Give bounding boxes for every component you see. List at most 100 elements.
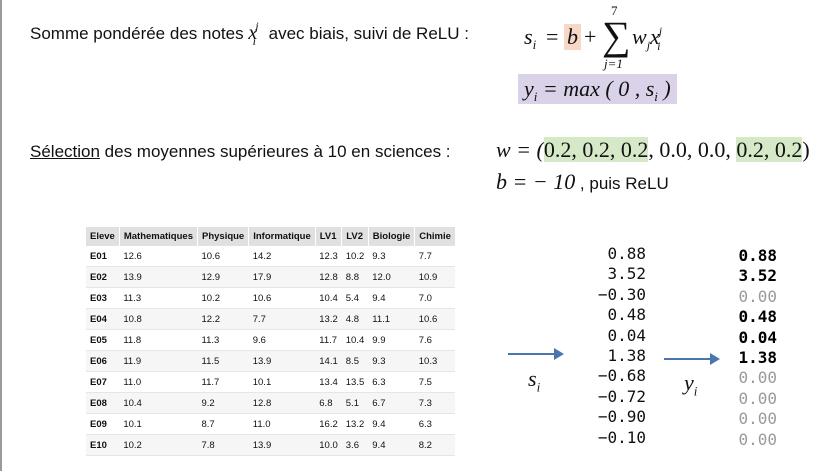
student-id-cell: E04 <box>86 308 120 330</box>
grade-cell: 7.6 <box>414 329 456 351</box>
grade-cell: 7.5 <box>414 371 456 393</box>
grade-cell: 9.4 <box>368 413 415 435</box>
arrow-to-y <box>664 353 720 365</box>
grade-cell: 13.2 <box>315 308 342 330</box>
y-value: 1.38 <box>738 348 777 368</box>
column-header: Informatique <box>248 227 316 246</box>
s-value: 0.04 <box>607 325 646 345</box>
grade-cell: 12.0 <box>368 266 415 288</box>
column-header: Biologie <box>368 227 416 246</box>
grade-cell: 17.9 <box>248 266 316 288</box>
grade-cell: 7.7 <box>248 308 316 330</box>
grade-cell: 9.3 <box>368 350 415 372</box>
grade-cell: 7.8 <box>197 434 249 456</box>
table-header-row: Eleve Mathematiques Physique Informatiqu… <box>86 227 456 246</box>
table-row: E03 11.3 10.2 10.6 10.4 5.4 9.4 7.0 <box>86 287 456 309</box>
grade-cell: 9.4 <box>368 287 415 309</box>
description-text: Somme pondérée des notes <box>30 24 244 43</box>
grade-cell: 7.0 <box>414 287 456 309</box>
grade-cell: 5.4 <box>341 287 369 309</box>
s-value: −0.72 <box>597 386 646 406</box>
student-id-cell: E08 <box>86 392 120 414</box>
s-value: −0.30 <box>597 284 646 304</box>
student-id-cell: E10 <box>86 434 120 456</box>
student-id-cell: E03 <box>86 287 120 309</box>
grade-cell: 13.9 <box>248 434 316 456</box>
grade-cell: 13.9 <box>119 266 198 288</box>
column-header: Mathematiques <box>119 227 198 246</box>
grade-cell: 3.6 <box>341 434 369 456</box>
grade-cell: 11.1 <box>368 308 415 330</box>
grade-cell: 6.7 <box>368 392 415 414</box>
student-id-cell: E05 <box>86 329 120 351</box>
grade-cell: 6.8 <box>315 392 342 414</box>
relu-formula: yi = max ( 0 , si ) <box>518 74 677 104</box>
table-row: E10 10.2 7.8 13.9 10.0 3.6 9.4 8.2 <box>86 434 456 456</box>
grade-cell: 9.3 <box>368 246 415 267</box>
bias-formula: b = − 10 , puis ReLU <box>496 169 669 194</box>
s-value: 0.88 <box>607 244 646 263</box>
student-id-cell: E09 <box>86 413 120 435</box>
s-values-column: 0.88 3.52 −0.30 0.48 0.04 1.38 −0.68 −0.72 −0.90… <box>584 244 646 448</box>
column-header: Eleve <box>86 227 120 246</box>
grades-table: Eleve Mathematiques Physique Informatiqu… <box>86 227 456 456</box>
grade-cell: 6.3 <box>368 371 415 393</box>
grade-cell: 9.6 <box>248 329 316 351</box>
grade-cell: 12.9 <box>197 266 249 288</box>
grade-cell: 9.9 <box>368 329 415 351</box>
grade-cell: 4.8 <box>341 308 369 330</box>
grade-cell: 12.8 <box>248 392 316 414</box>
grade-cell: 10.4 <box>315 287 342 309</box>
y-value: 0.00 <box>738 368 777 388</box>
x-variable: xji <box>248 19 259 48</box>
grade-cell: 8.8 <box>341 266 369 288</box>
grade-cell: 10.4 <box>119 392 198 414</box>
table-row: E06 11.9 11.5 13.9 14.1 8.5 9.3 10.3 <box>86 350 456 372</box>
y-values-column: 0.88 3.52 0.00 0.48 0.04 1.38 0.00 0.00 0.00 0.00 <box>722 246 777 450</box>
grade-cell: 13.4 <box>315 371 342 393</box>
grade-cell: 10.6 <box>414 308 456 330</box>
s-label: si <box>528 366 541 395</box>
left-border <box>0 0 2 471</box>
grade-cell: 10.2 <box>341 246 369 267</box>
grade-cell: 13.2 <box>341 413 369 435</box>
table-row: E02 13.9 12.9 17.9 12.8 8.8 12.0 10.9 <box>86 266 456 288</box>
grade-cell: 11.7 <box>197 371 249 393</box>
s-value: −0.10 <box>597 427 646 447</box>
grade-cell: 8.7 <box>197 413 249 435</box>
description-text-2: avec biais, suivi de ReLU : <box>268 24 469 43</box>
grade-cell: 10.0 <box>315 434 342 456</box>
weights-formula: w = (0.2, 0.2, 0.2, 0.0, 0.0, 0.2, 0.2) <box>496 137 810 162</box>
student-id-cell: E02 <box>86 266 120 288</box>
y-value: 0.48 <box>738 307 777 327</box>
grade-cell: 10.6 <box>248 287 316 309</box>
grade-cell: 10.4 <box>341 329 369 351</box>
student-id-cell: E07 <box>86 371 120 393</box>
grade-cell: 14.2 <box>248 246 316 267</box>
grade-cell: 10.8 <box>119 308 198 330</box>
student-id-cell: E06 <box>86 350 120 372</box>
grade-cell: 7.7 <box>414 246 456 267</box>
grade-cell: 8.2 <box>414 434 456 456</box>
grade-cell: 10.9 <box>414 266 456 288</box>
grade-cell: 10.1 <box>119 413 198 435</box>
column-header: LV1 <box>315 227 343 246</box>
s-value: −0.90 <box>597 407 646 427</box>
grade-cell: 9.4 <box>368 434 415 456</box>
y-value: 0.00 <box>738 409 777 429</box>
grade-cell: 11.3 <box>119 287 198 309</box>
grade-cell: 10.2 <box>197 287 249 309</box>
grade-cell: 6.3 <box>414 413 456 435</box>
bias-term: b <box>564 24 581 50</box>
grade-cell: 10.6 <box>197 246 249 267</box>
column-header: Physique <box>197 227 250 246</box>
grade-cell: 13.5 <box>341 371 369 393</box>
grade-cell: 12.3 <box>315 246 342 267</box>
grade-cell: 13.9 <box>248 350 316 372</box>
table-row: E09 10.1 8.7 11.0 16.2 13.2 9.4 6.3 <box>86 413 456 435</box>
s-value: 1.38 <box>607 346 646 366</box>
sum-sign: ∑ <box>602 13 631 58</box>
table-row: E07 11.0 11.7 10.1 13.4 13.5 6.3 7.5 <box>86 371 456 393</box>
grade-cell: 5.1 <box>341 392 369 414</box>
grade-cell: 10.1 <box>248 371 316 393</box>
